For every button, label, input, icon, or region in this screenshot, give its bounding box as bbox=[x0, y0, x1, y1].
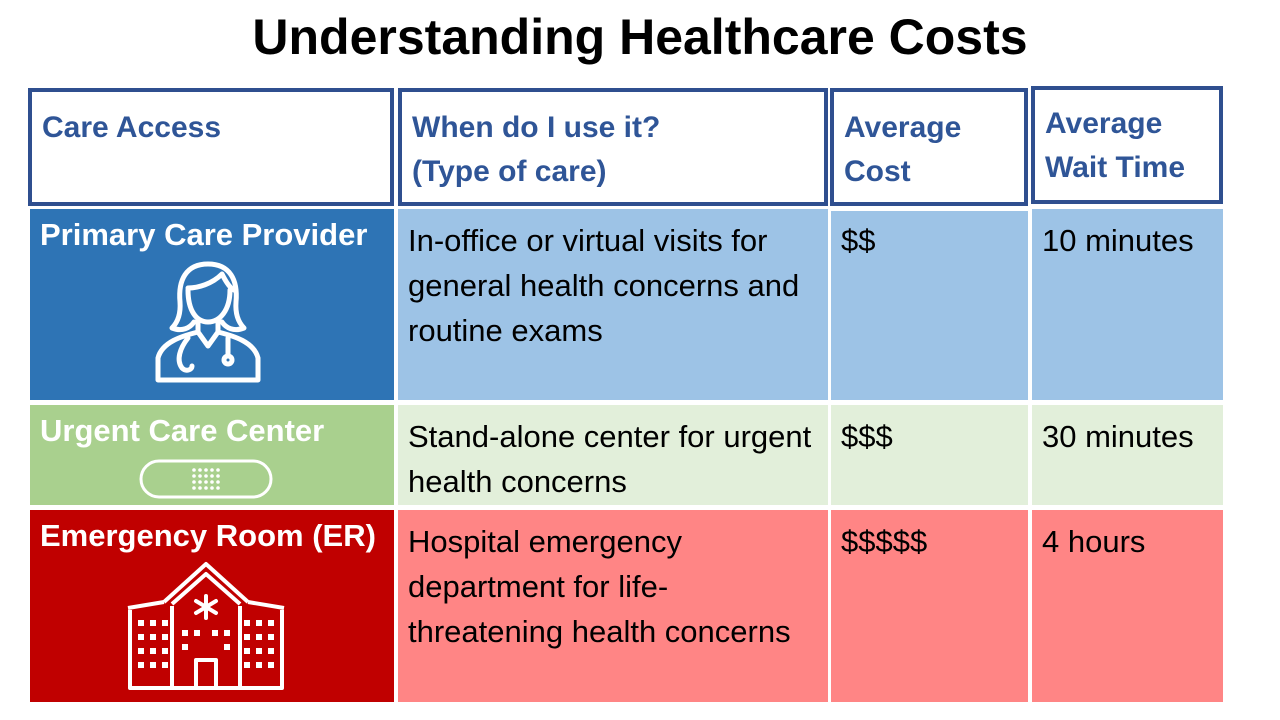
urgent-care-name: Urgent Care Center bbox=[40, 413, 325, 448]
header-wait: Average Wait Time bbox=[1031, 86, 1223, 204]
header-cost-line2: Cost bbox=[844, 155, 911, 188]
row-primary-care-wait: 10 minutes bbox=[1032, 209, 1223, 400]
primary-care-name: Primary Care Provider bbox=[40, 217, 368, 252]
hospital-icon bbox=[127, 562, 285, 690]
er-wait-value: 4 hours bbox=[1042, 524, 1146, 559]
er-name: Emergency Room (ER) bbox=[40, 518, 376, 553]
row-urgent-care-when: Stand-alone center for urgent health con… bbox=[398, 405, 828, 505]
header-when-line2: (Type of care) bbox=[412, 155, 607, 188]
row-urgent-care-cost: $$$ bbox=[831, 405, 1028, 505]
doctor-icon bbox=[155, 261, 261, 383]
header-care-access-label: Care Access bbox=[42, 111, 222, 144]
row-er-wait: 4 hours bbox=[1032, 510, 1223, 702]
row-er-label: Emergency Room (ER) bbox=[30, 510, 394, 702]
row-primary-care-when: In-office or virtual visits for general … bbox=[398, 209, 828, 400]
header-when-line1: When do I use it? bbox=[412, 111, 661, 144]
header-cost: Average Cost bbox=[830, 88, 1028, 206]
urgent-care-cost-value: $$$ bbox=[841, 419, 893, 454]
header-wait-line2: Wait Time bbox=[1045, 151, 1186, 184]
row-primary-care-label: Primary Care Provider bbox=[30, 209, 394, 400]
row-urgent-care-wait: 30 minutes bbox=[1032, 405, 1223, 505]
primary-care-cost-value: $$ bbox=[841, 223, 876, 258]
er-cost-value: $$$$$ bbox=[841, 524, 928, 559]
header-wait-line1: Average bbox=[1045, 107, 1163, 140]
er-when-text: Hospital emergency department for life-t… bbox=[408, 524, 791, 649]
row-er-cost: $$$$$ bbox=[831, 510, 1028, 702]
row-primary-care-cost: $$ bbox=[831, 211, 1028, 400]
header-care-access: Care Access bbox=[28, 88, 394, 206]
bandage-icon bbox=[139, 459, 273, 499]
urgent-care-when-text: Stand-alone center for urgent health con… bbox=[408, 419, 812, 499]
row-er-when: Hospital emergency department for life-t… bbox=[398, 510, 828, 702]
primary-care-wait-value: 10 minutes bbox=[1042, 223, 1194, 258]
header-when: When do I use it? (Type of care) bbox=[398, 88, 828, 206]
page-title: Understanding Healthcare Costs bbox=[252, 9, 1028, 65]
header-cost-line1: Average bbox=[844, 111, 962, 144]
urgent-care-wait-value: 30 minutes bbox=[1042, 419, 1194, 454]
primary-care-when-text: In-office or virtual visits for general … bbox=[408, 223, 800, 348]
